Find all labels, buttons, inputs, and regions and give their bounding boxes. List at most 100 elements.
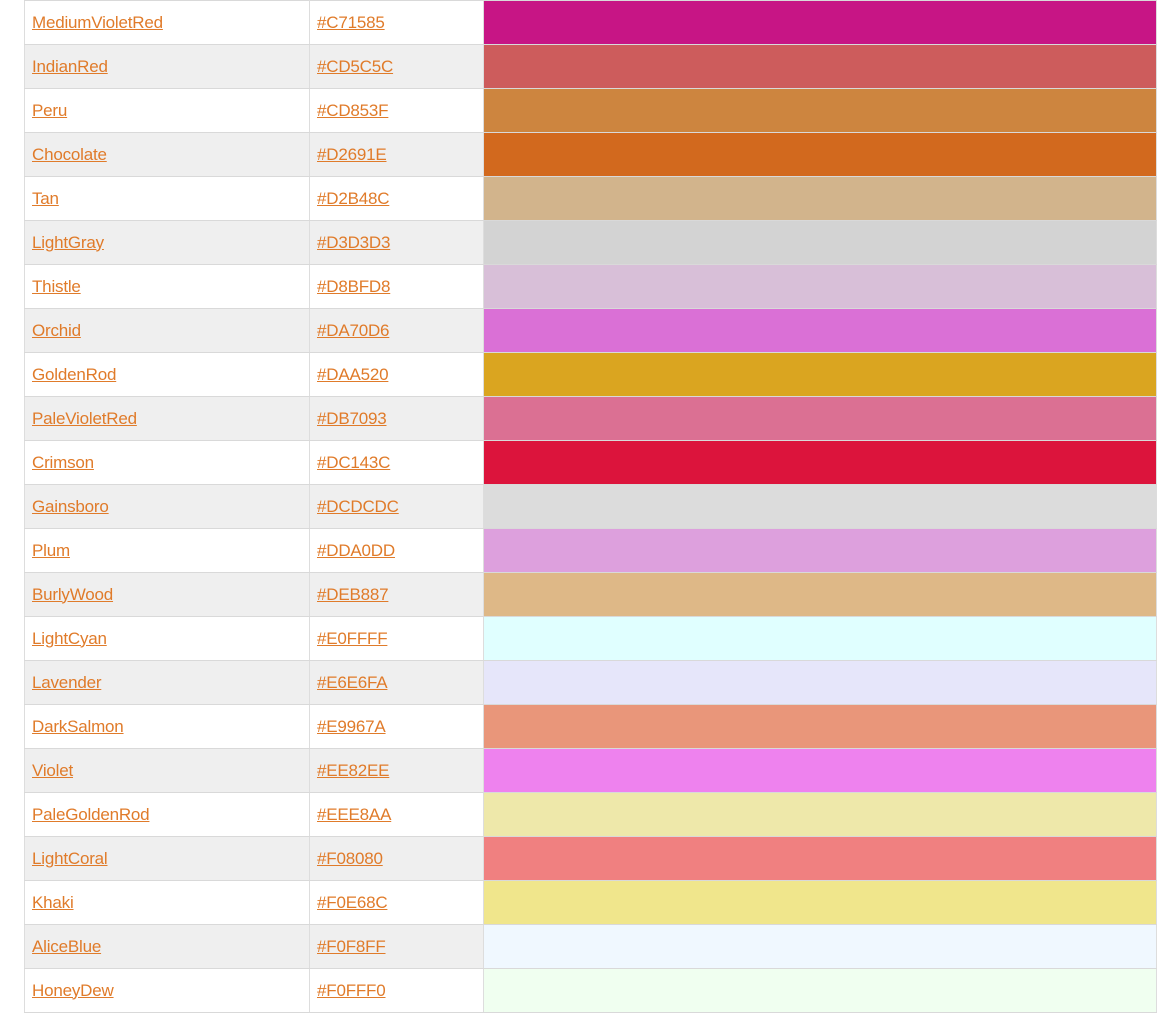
color-hex-link[interactable]: #D2691E [317,144,387,164]
color-hex-link[interactable]: #F0F8FF [317,936,386,956]
color-swatch [483,132,1157,177]
color-name-cell: PaleVioletRed [24,396,310,441]
color-name-link[interactable]: IndianRed [32,56,108,76]
color-hex-link[interactable]: #F0FFF0 [317,980,386,1000]
color-swatch [483,308,1157,353]
color-name-link[interactable]: Chocolate [32,144,107,164]
color-hex-link[interactable]: #D8BFD8 [317,276,391,296]
color-name-cell: Tan [24,176,310,221]
color-hex-link[interactable]: #DC143C [317,452,391,472]
table-row: BurlyWood #DEB887 [24,572,1157,617]
color-name-link[interactable]: Thistle [32,276,81,296]
color-name-link[interactable]: Gainsboro [32,496,109,516]
color-name-link[interactable]: Violet [32,760,74,780]
color-hex-cell: #DB7093 [309,396,484,441]
table-row: Tan #D2B48C [24,176,1157,221]
color-table-body: MediumVioletRed #C71585 IndianRed #CD5C5C P… [24,0,1157,1013]
color-swatch [483,484,1157,529]
color-hex-cell: #DA70D6 [309,308,484,353]
color-hex-link[interactable]: #DB7093 [317,408,387,428]
color-name-link[interactable]: PaleGoldenRod [32,804,150,824]
color-hex-cell: #E6E6FA [309,660,484,705]
color-hex-link[interactable]: #DAA520 [317,364,389,384]
color-hex-link[interactable]: #E0FFFF [317,628,388,648]
color-swatch [483,44,1157,89]
color-name-link[interactable]: Plum [32,540,70,560]
color-name-link[interactable]: Tan [32,188,59,208]
color-hex-cell: #EE82EE [309,748,484,793]
table-row: PaleGoldenRod #EEE8AA [24,792,1157,837]
table-row: Gainsboro #DCDCDC [24,484,1157,529]
color-name-cell: DarkSalmon [24,704,310,749]
color-name-cell: HoneyDew [24,968,310,1013]
table-row: Lavender #E6E6FA [24,660,1157,705]
color-name-link[interactable]: GoldenRod [32,364,117,384]
color-name-link[interactable]: HoneyDew [32,980,114,1000]
table-row: Peru #CD853F [24,88,1157,133]
color-hex-link[interactable]: #CD5C5C [317,56,394,76]
color-swatch [483,792,1157,837]
color-hex-link[interactable]: #EE82EE [317,760,390,780]
color-name-cell: IndianRed [24,44,310,89]
color-name-link[interactable]: Crimson [32,452,94,472]
color-hex-link[interactable]: #EEE8AA [317,804,392,824]
color-name-link[interactable]: LightCoral [32,848,108,868]
table-row: AliceBlue #F0F8FF [24,924,1157,969]
color-name-cell: Violet [24,748,310,793]
color-hex-link[interactable]: #D2B48C [317,188,390,208]
color-swatch [483,528,1157,573]
color-hex-link[interactable]: #CD853F [317,100,389,120]
color-name-link[interactable]: BurlyWood [32,584,114,604]
color-name-link[interactable]: Peru [32,100,68,120]
color-hex-cell: #D2B48C [309,176,484,221]
color-swatch [483,968,1157,1013]
color-hex-link[interactable]: #DA70D6 [317,320,390,340]
color-swatch [483,440,1157,485]
color-name-link[interactable]: PaleVioletRed [32,408,137,428]
color-name-cell: Peru [24,88,310,133]
color-hex-cell: #F0F8FF [309,924,484,969]
color-name-link[interactable]: Orchid [32,320,81,340]
color-hex-cell: #DCDCDC [309,484,484,529]
table-row: IndianRed #CD5C5C [24,44,1157,89]
color-hex-cell: #DEB887 [309,572,484,617]
color-swatch [483,396,1157,441]
color-swatch [483,0,1157,45]
color-name-cell: Gainsboro [24,484,310,529]
color-name-cell: MediumVioletRed [24,0,310,45]
color-hex-link[interactable]: #DDA0DD [317,540,395,560]
color-name-cell: LightCyan [24,616,310,661]
color-hex-link[interactable]: #C71585 [317,12,385,32]
color-hex-link[interactable]: #E6E6FA [317,672,388,692]
color-name-link[interactable]: LightCyan [32,628,107,648]
color-hex-link[interactable]: #F0E68C [317,892,388,912]
color-swatch [483,264,1157,309]
color-hex-cell: #CD853F [309,88,484,133]
color-name-link[interactable]: LightGray [32,232,104,252]
color-name-link[interactable]: Khaki [32,892,74,912]
color-hex-link[interactable]: #DCDCDC [317,496,399,516]
table-row: Crimson #DC143C [24,440,1157,485]
color-name-link[interactable]: AliceBlue [32,936,102,956]
color-name-cell: Orchid [24,308,310,353]
color-swatch [483,572,1157,617]
color-name-link[interactable]: MediumVioletRed [32,12,163,32]
color-hex-link[interactable]: #D3D3D3 [317,232,391,252]
table-row: Chocolate #D2691E [24,132,1157,177]
table-row: LightGray #D3D3D3 [24,220,1157,265]
color-swatch [483,748,1157,793]
table-row: DarkSalmon #E9967A [24,704,1157,749]
color-hex-link[interactable]: #DEB887 [317,584,389,604]
color-hex-link[interactable]: #E9967A [317,716,386,736]
color-name-cell: LightCoral [24,836,310,881]
color-swatch [483,88,1157,133]
color-hex-link[interactable]: #F08080 [317,848,383,868]
color-name-cell: BurlyWood [24,572,310,617]
table-row: GoldenRod #DAA520 [24,352,1157,397]
color-name-cell: PaleGoldenRod [24,792,310,837]
color-name-link[interactable]: DarkSalmon [32,716,124,736]
color-name-cell: Lavender [24,660,310,705]
color-hex-cell: #D8BFD8 [309,264,484,309]
color-name-link[interactable]: Lavender [32,672,102,692]
color-hex-cell: #F0E68C [309,880,484,925]
